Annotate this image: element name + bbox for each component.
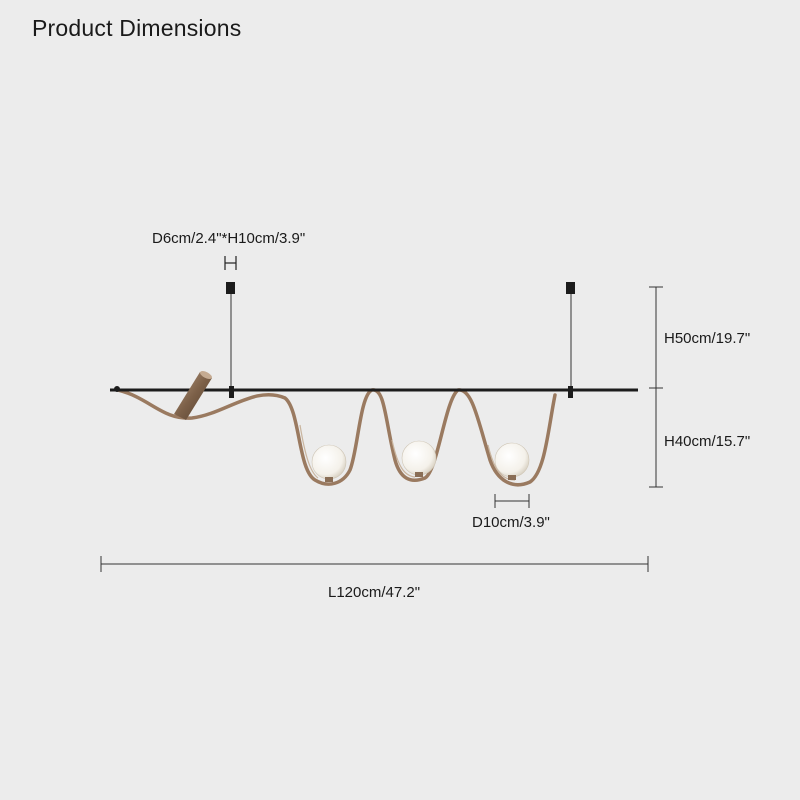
left-bar-mount bbox=[229, 386, 234, 398]
globe-right bbox=[494, 442, 530, 480]
globe-diameter-marker bbox=[494, 494, 530, 508]
globe-left bbox=[311, 444, 347, 482]
ribbon-wave bbox=[116, 388, 557, 487]
length-dimension-line bbox=[100, 556, 649, 572]
height-dimension-line bbox=[649, 286, 663, 488]
suspension-height-label: H50cm/19.7" bbox=[664, 330, 751, 347]
left-canopy bbox=[226, 282, 235, 294]
page-title: Product Dimensions bbox=[32, 15, 242, 41]
right-canopy bbox=[566, 282, 575, 294]
bar-end-cap bbox=[114, 386, 120, 392]
canopy-dimension-marker bbox=[224, 256, 237, 270]
globe-diameter-label: D10cm/3.9" bbox=[472, 514, 550, 531]
right-bar-mount bbox=[568, 386, 573, 398]
length-label: L120cm/47.2" bbox=[328, 584, 421, 601]
canopy-dimension-label: D6cm/2.4"*H10cm/3.9" bbox=[152, 230, 306, 247]
fixture-height-label: H40cm/15.7" bbox=[664, 433, 751, 450]
spotlight-tube bbox=[174, 371, 212, 420]
globe-middle bbox=[401, 440, 437, 477]
